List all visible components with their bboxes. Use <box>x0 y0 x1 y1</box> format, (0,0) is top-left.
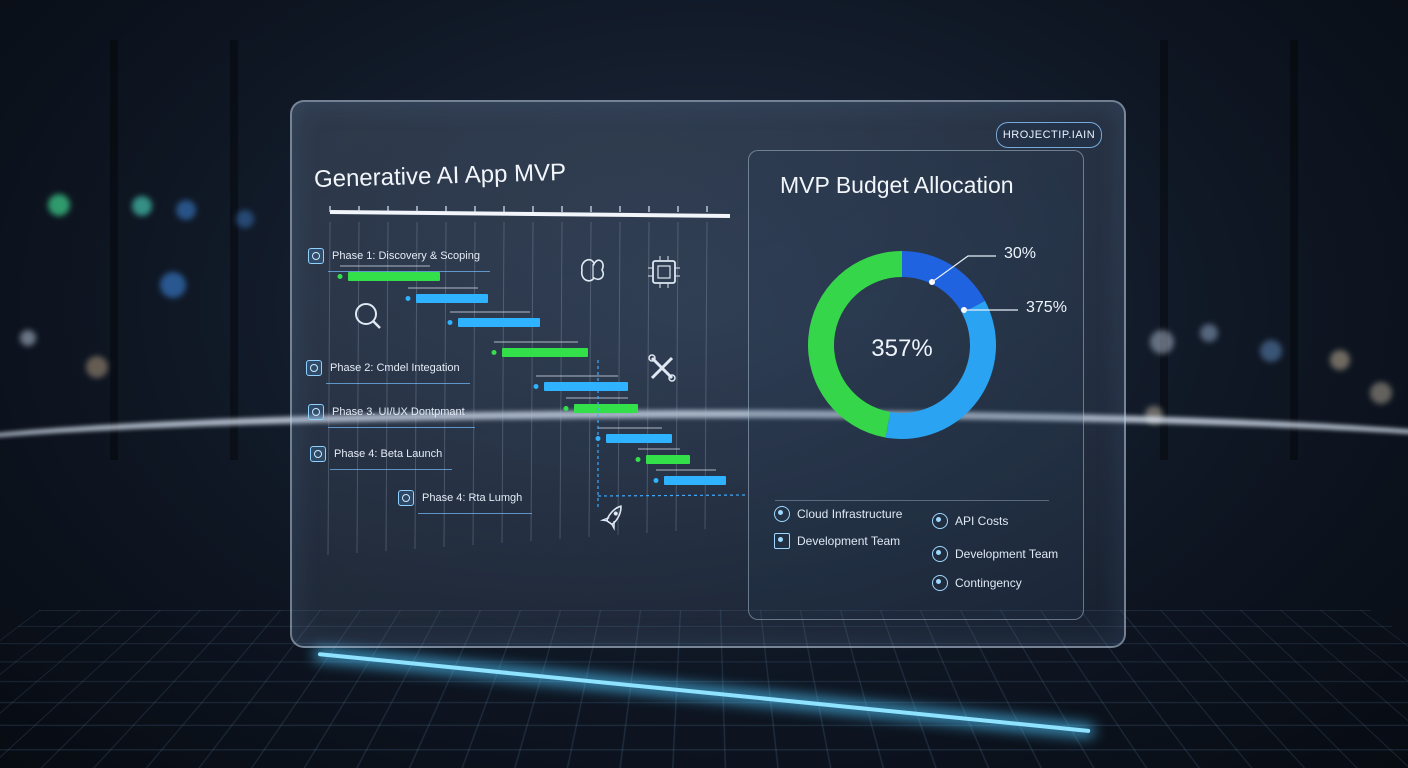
legend-api-costs[interactable]: API Costs <box>932 513 1008 529</box>
phase-label-text: Phase 4: Rta Lumgh <box>422 492 522 504</box>
budget-title: MVP Budget Allocation <box>780 172 1014 199</box>
bokeh-light <box>1370 382 1392 404</box>
legend-development-team-2[interactable]: Development Team <box>932 546 1058 562</box>
phase-4-label[interactable]: Phase 4: Beta Launch <box>310 446 442 462</box>
legend-cloud-infrastructure[interactable]: Cloud Infrastructure <box>774 506 902 522</box>
legend-label: Contingency <box>955 576 1022 590</box>
bokeh-light <box>1150 330 1174 354</box>
window-frame <box>110 40 118 460</box>
phase-label-text: Phase 1: Discovery & Scoping <box>332 250 480 262</box>
phase-3-label[interactable]: Phase 3. UI/UX Dontpmant <box>308 404 465 420</box>
window-frame <box>1290 40 1298 460</box>
legend-development-team[interactable]: Development Team <box>774 533 900 549</box>
bokeh-light <box>1330 350 1350 370</box>
gauge-icon <box>932 575 948 591</box>
phase-underline <box>418 513 532 515</box>
legend-divider <box>775 500 1049 501</box>
bokeh-light <box>48 194 70 216</box>
phase-icon <box>308 404 324 420</box>
phase-underline <box>330 469 452 471</box>
phase-icon <box>398 490 414 506</box>
project-plan-badge[interactable]: HROJECTIP.IAIN <box>996 122 1102 148</box>
phase-underline <box>328 427 475 429</box>
phase-label-text: Phase 2: Cmdel Integation <box>330 362 460 374</box>
legend-label: API Costs <box>955 514 1008 528</box>
phase-label-text: Phase 4: Beta Launch <box>334 448 442 460</box>
bokeh-light <box>176 200 196 220</box>
phase-2-label[interactable]: Phase 2: Cmdel Integation <box>306 360 460 376</box>
phase-label-text: Phase 3. UI/UX Dontpmant <box>332 406 465 418</box>
window-frame <box>230 40 238 460</box>
legend-contingency[interactable]: Contingency <box>932 575 1022 591</box>
cloud-icon <box>774 506 790 522</box>
api-icon <box>932 513 948 529</box>
phase-1-label[interactable]: Phase 1: Discovery & Scoping <box>308 248 480 264</box>
legend-label: Development Team <box>955 547 1058 561</box>
phase-icon <box>310 446 326 462</box>
phase-icon <box>308 248 324 264</box>
bokeh-light <box>86 356 108 378</box>
phase-underline <box>328 271 490 273</box>
phase-5-label[interactable]: Phase 4: Rta Lumgh <box>398 490 522 506</box>
bokeh-light <box>236 210 254 228</box>
phase-underline <box>326 383 470 385</box>
bokeh-light <box>1260 340 1282 362</box>
legend-label: Cloud Infrastructure <box>797 507 902 521</box>
window-frame <box>1160 40 1168 460</box>
legend-label: Development Team <box>797 534 900 548</box>
phase-icon <box>306 360 322 376</box>
wrench-icon <box>932 546 948 562</box>
bokeh-light <box>160 272 186 298</box>
bokeh-light <box>132 196 152 216</box>
check-icon <box>774 533 790 549</box>
bokeh-light <box>1200 324 1218 342</box>
bokeh-light <box>20 330 36 346</box>
